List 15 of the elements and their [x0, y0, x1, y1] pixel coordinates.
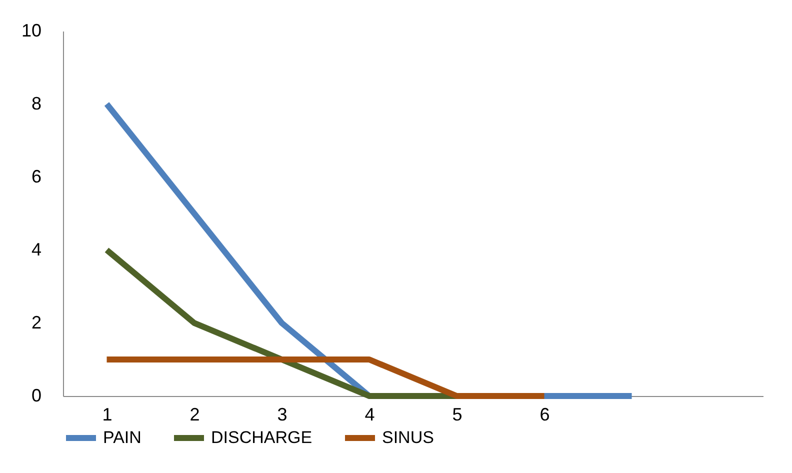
- x-tick-label: 3: [277, 404, 288, 424]
- y-tick-label: 10: [21, 20, 42, 40]
- x-tick-label: 2: [190, 404, 200, 424]
- y-tick-label: 0: [31, 386, 42, 406]
- x-tick-label: 5: [452, 404, 462, 424]
- y-tick-label: 8: [31, 94, 42, 114]
- y-tick-label: 2: [31, 312, 42, 332]
- legend-label: DISCHARGE: [211, 428, 312, 447]
- x-tick-label: 1: [102, 404, 112, 424]
- legend-label: SINUS: [382, 428, 434, 447]
- y-tick-label: 6: [31, 166, 42, 186]
- x-tick-label: 4: [364, 404, 375, 424]
- x-tick-label: 6: [540, 404, 550, 424]
- legend-label: PAIN: [103, 428, 142, 447]
- y-tick-label: 4: [31, 240, 42, 260]
